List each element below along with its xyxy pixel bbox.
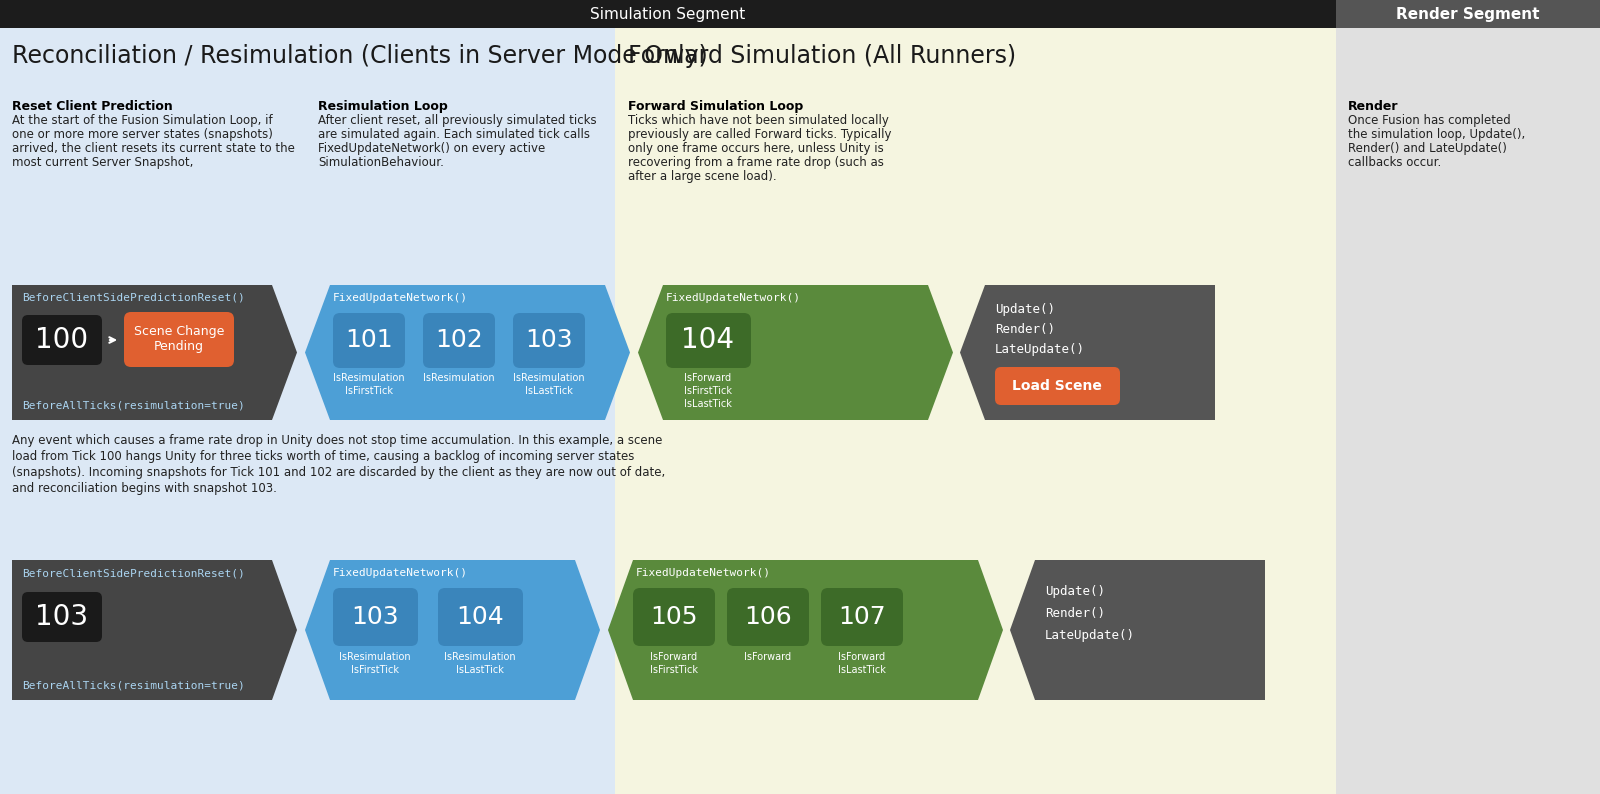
Text: (snapshots). Incoming snapshots for Tick 101 and 102 are discarded by the client: (snapshots). Incoming snapshots for Tick… (13, 466, 666, 479)
Text: FixedUpdateNetwork(): FixedUpdateNetwork() (637, 568, 771, 578)
Text: are simulated again. Each simulated tick calls: are simulated again. Each simulated tick… (318, 128, 590, 141)
Text: callbacks occur.: callbacks occur. (1347, 156, 1442, 169)
Text: FixedUpdateNetwork(): FixedUpdateNetwork() (666, 293, 802, 303)
Text: Reset Client Prediction: Reset Client Prediction (13, 100, 173, 113)
Text: IsForward: IsForward (744, 652, 792, 662)
Polygon shape (1010, 560, 1266, 700)
Text: Render(): Render() (1045, 607, 1106, 620)
Text: Scene Change
Pending: Scene Change Pending (134, 325, 224, 353)
Text: SimulationBehaviour.: SimulationBehaviour. (318, 156, 443, 169)
Text: IsResimulation: IsResimulation (339, 652, 411, 662)
Text: 103: 103 (525, 328, 573, 352)
Text: Render Segment: Render Segment (1397, 6, 1539, 21)
FancyBboxPatch shape (22, 315, 102, 365)
Text: 103: 103 (35, 603, 88, 631)
Text: the simulation loop, Update(),: the simulation loop, Update(), (1347, 128, 1525, 141)
Text: LateUpdate(): LateUpdate() (995, 343, 1085, 356)
Polygon shape (306, 560, 600, 700)
Text: Update(): Update() (995, 303, 1054, 316)
Text: IsResimulation: IsResimulation (333, 373, 405, 383)
Text: IsResimulation: IsResimulation (514, 373, 586, 383)
Text: one or more more server states (snapshots): one or more more server states (snapshot… (13, 128, 274, 141)
Text: Ticks which have not been simulated locally: Ticks which have not been simulated loca… (627, 114, 890, 127)
Text: After client reset, all previously simulated ticks: After client reset, all previously simul… (318, 114, 597, 127)
Text: IsFirstTick: IsFirstTick (350, 665, 398, 675)
Text: BeforeAllTicks(resimulation=true): BeforeAllTicks(resimulation=true) (22, 400, 245, 410)
Text: Load Scene: Load Scene (1013, 379, 1102, 393)
Text: 105: 105 (650, 605, 698, 629)
Text: IsForward: IsForward (651, 652, 698, 662)
Text: load from Tick 100 hangs Unity for three ticks worth of time, causing a backlog : load from Tick 100 hangs Unity for three… (13, 450, 634, 463)
Text: Forward Simulation (All Runners): Forward Simulation (All Runners) (627, 44, 1016, 68)
Text: 106: 106 (744, 605, 792, 629)
Text: IsForward: IsForward (838, 652, 885, 662)
Text: FixedUpdateNetwork(): FixedUpdateNetwork() (333, 568, 467, 578)
Text: and reconciliation begins with snapshot 103.: and reconciliation begins with snapshot … (13, 482, 277, 495)
Text: Any event which causes a frame rate drop in Unity does not stop time accumulatio: Any event which causes a frame rate drop… (13, 434, 662, 447)
Text: LateUpdate(): LateUpdate() (1045, 629, 1134, 642)
Text: IsFirstTick: IsFirstTick (650, 665, 698, 675)
Bar (1336, 0, 1600, 28)
Text: only one frame occurs here, unless Unity is: only one frame occurs here, unless Unity… (627, 142, 883, 155)
Text: arrived, the client resets its current state to the: arrived, the client resets its current s… (13, 142, 294, 155)
Text: FixedUpdateNetwork() on every active: FixedUpdateNetwork() on every active (318, 142, 546, 155)
Text: most current Server Snapshot,: most current Server Snapshot, (13, 156, 194, 169)
Bar (614, 28, 1336, 794)
Text: 100: 100 (35, 326, 88, 354)
Text: IsForward: IsForward (685, 373, 731, 383)
FancyBboxPatch shape (514, 313, 586, 368)
Text: after a large scene load).: after a large scene load). (627, 170, 776, 183)
Polygon shape (638, 285, 954, 420)
Text: BeforeClientSidePredictionReset(): BeforeClientSidePredictionReset() (22, 293, 245, 303)
Text: IsResimulation: IsResimulation (445, 652, 515, 662)
FancyBboxPatch shape (333, 313, 405, 368)
Text: At the start of the Fusion Simulation Loop, if: At the start of the Fusion Simulation Lo… (13, 114, 272, 127)
Text: Render(): Render() (995, 323, 1054, 336)
Text: 104: 104 (456, 605, 504, 629)
FancyBboxPatch shape (666, 313, 750, 368)
Bar (0, 28, 614, 794)
Text: Update(): Update() (1045, 585, 1106, 598)
FancyBboxPatch shape (995, 367, 1120, 405)
FancyBboxPatch shape (438, 588, 523, 646)
Polygon shape (608, 560, 1003, 700)
Text: IsFirstTick: IsFirstTick (685, 386, 733, 396)
Text: Simulation Segment: Simulation Segment (590, 6, 746, 21)
Text: Resimulation Loop: Resimulation Loop (318, 100, 448, 113)
Text: recovering from a frame rate drop (such as: recovering from a frame rate drop (such … (627, 156, 883, 169)
FancyBboxPatch shape (634, 588, 715, 646)
FancyBboxPatch shape (22, 592, 102, 642)
Text: 104: 104 (682, 326, 734, 354)
Bar (0, 0, 1600, 28)
Polygon shape (13, 285, 298, 420)
Text: IsLastTick: IsLastTick (838, 665, 886, 675)
Text: FixedUpdateNetwork(): FixedUpdateNetwork() (333, 293, 467, 303)
FancyBboxPatch shape (726, 588, 810, 646)
Text: IsLastTick: IsLastTick (525, 386, 573, 396)
Text: BeforeClientSidePredictionReset(): BeforeClientSidePredictionReset() (22, 568, 245, 578)
Text: IsResimulation: IsResimulation (422, 373, 494, 383)
Polygon shape (306, 285, 630, 420)
Text: IsLastTick: IsLastTick (685, 399, 731, 409)
Text: IsLastTick: IsLastTick (456, 665, 504, 675)
Text: 101: 101 (346, 328, 394, 352)
Text: 107: 107 (838, 605, 886, 629)
Text: Render: Render (1347, 100, 1398, 113)
Text: 103: 103 (350, 605, 398, 629)
Text: 102: 102 (435, 328, 483, 352)
Text: previously are called Forward ticks. Typically: previously are called Forward ticks. Typ… (627, 128, 891, 141)
FancyBboxPatch shape (422, 313, 494, 368)
Polygon shape (960, 285, 1214, 420)
Text: BeforeAllTicks(resimulation=true): BeforeAllTicks(resimulation=true) (22, 680, 245, 690)
Text: Reconciliation / Resimulation (Clients in Server Mode Only): Reconciliation / Resimulation (Clients i… (13, 44, 707, 68)
FancyBboxPatch shape (821, 588, 902, 646)
Text: Once Fusion has completed: Once Fusion has completed (1347, 114, 1510, 127)
Bar (1336, 28, 1600, 794)
FancyBboxPatch shape (125, 312, 234, 367)
FancyBboxPatch shape (333, 588, 418, 646)
Text: Render() and LateUpdate(): Render() and LateUpdate() (1347, 142, 1507, 155)
Text: IsFirstTick: IsFirstTick (346, 386, 394, 396)
Polygon shape (13, 560, 298, 700)
Text: Forward Simulation Loop: Forward Simulation Loop (627, 100, 803, 113)
